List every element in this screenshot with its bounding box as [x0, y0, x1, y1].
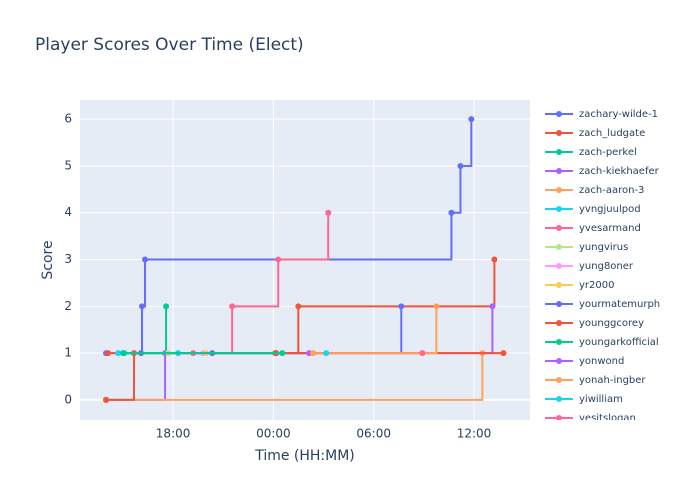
- data-point: [323, 350, 330, 357]
- x-tick-label: 12:00: [457, 427, 492, 441]
- legend-label[interactable]: youngarkofficial: [579, 337, 659, 348]
- legend-label[interactable]: yonwond: [579, 356, 624, 367]
- y-tick-label: 0: [64, 392, 72, 406]
- legend-label[interactable]: zachary-wilde-1: [579, 109, 658, 120]
- legend-label[interactable]: yung8oner: [579, 261, 634, 272]
- y-tick-label: 4: [64, 205, 72, 219]
- y-tick-label: 1: [64, 346, 72, 360]
- y-axis-label: Score: [40, 240, 56, 279]
- legend[interactable]: zachary-wilde-1 zach_ludgate zach-perkel za…: [545, 109, 660, 424]
- legend-label[interactable]: yesitslogan: [579, 413, 636, 424]
- data-point: [448, 209, 455, 216]
- data-point: [275, 256, 282, 263]
- data-point: [398, 303, 405, 310]
- data-point: [229, 303, 236, 310]
- data-point: [419, 350, 426, 357]
- x-axis-label: Time (HH:MM): [254, 448, 355, 464]
- legend-label[interactable]: yungvirus: [579, 242, 628, 253]
- legend-label[interactable]: yourmatemurph: [579, 299, 660, 310]
- data-point: [115, 350, 122, 357]
- legend-marker: [556, 358, 562, 364]
- legend-marker: [556, 282, 562, 288]
- legend-label[interactable]: younggcorey: [579, 318, 644, 329]
- data-point: [457, 162, 464, 169]
- legend-marker: [556, 168, 562, 174]
- y-tick-label: 2: [64, 299, 72, 313]
- legend-marker: [556, 130, 562, 136]
- y-tick-label: 3: [64, 252, 72, 266]
- series-line: [106, 353, 484, 401]
- data-point: [105, 350, 112, 357]
- legend-label[interactable]: zach-perkel: [579, 147, 637, 158]
- legend-label[interactable]: yonah-ingber: [579, 375, 646, 386]
- legend-label[interactable]: zach-aaron-3: [579, 185, 644, 196]
- legend-marker: [556, 244, 562, 250]
- data-point: [120, 350, 127, 357]
- legend-marker: [556, 187, 562, 193]
- y-tick-label: 6: [64, 112, 72, 126]
- legend-label[interactable]: zach-kiekhaefer: [579, 166, 660, 177]
- data-point: [500, 350, 507, 357]
- data-point: [142, 256, 149, 263]
- data-point: [279, 350, 286, 357]
- y-tick-label: 5: [64, 158, 72, 172]
- legend-label[interactable]: zach_ludgate: [579, 128, 645, 139]
- data-point: [325, 209, 332, 216]
- series-line: [313, 306, 438, 355]
- data-point: [163, 303, 170, 310]
- data-point: [468, 116, 475, 123]
- lines: [103, 116, 507, 403]
- legend-marker: [556, 111, 562, 117]
- x-tick-label: 06:00: [356, 427, 391, 441]
- legend-marker: [556, 377, 562, 383]
- legend-marker: [556, 415, 562, 420]
- legend-marker: [556, 263, 562, 269]
- legend-marker: [556, 339, 562, 345]
- legend-marker: [556, 320, 562, 326]
- legend-marker: [556, 225, 562, 231]
- legend-marker: [556, 149, 562, 155]
- legend-marker: [556, 301, 562, 307]
- data-point: [310, 350, 317, 357]
- legend-label[interactable]: yiwilliam: [579, 394, 623, 405]
- data-point: [491, 256, 498, 263]
- legend-marker: [556, 206, 562, 212]
- x-tick-label: 18:00: [156, 427, 191, 441]
- data-point: [433, 303, 440, 310]
- chart-title: Player Scores Over Time (Elect): [35, 35, 304, 55]
- data-point: [295, 303, 302, 310]
- legend-label[interactable]: yvngjuulpod: [579, 204, 641, 215]
- legend-label[interactable]: yr2000: [579, 280, 614, 291]
- data-point: [103, 396, 110, 403]
- legend-label[interactable]: yvesarmand: [579, 223, 641, 234]
- data-point: [139, 303, 146, 310]
- x-tick-label: 00:00: [256, 427, 291, 441]
- legend-marker: [556, 396, 562, 402]
- data-point: [489, 303, 496, 310]
